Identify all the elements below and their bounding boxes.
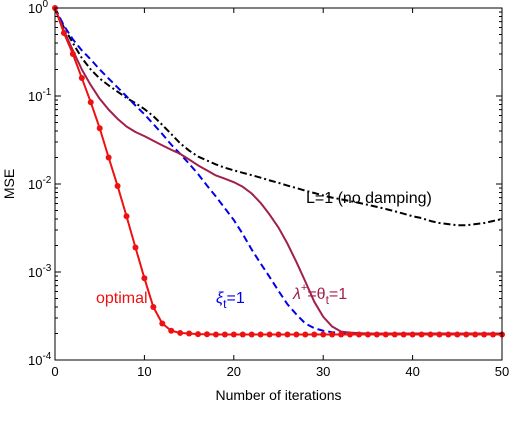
annotation-xi-sub: t — [223, 297, 227, 311]
optimal-point — [177, 329, 184, 336]
optimal-point — [69, 51, 76, 58]
x-tick-label: 40 — [405, 364, 419, 379]
annotation-lambda-rest: =1 — [329, 286, 347, 303]
optimal-point — [105, 154, 112, 161]
y-axis-ticks: 100 10-1 10-2 10-3 10-4 — [28, 0, 502, 368]
x-tick-label: 30 — [316, 364, 330, 379]
optimal-point — [96, 125, 103, 132]
optimal-point — [275, 331, 282, 338]
y-tick-label: 100 — [28, 0, 48, 16]
optimal-point — [463, 331, 470, 338]
optimal-point — [248, 331, 255, 338]
optimal-point — [159, 320, 166, 327]
optimal-point — [123, 213, 130, 220]
annotation-lambda-main: λ — [292, 286, 301, 303]
y-axis-label: MSE — [1, 169, 17, 199]
optimal-point — [320, 331, 327, 338]
optimal-point — [239, 331, 246, 338]
optimal-point — [338, 331, 345, 338]
plot-frame — [54, 7, 503, 361]
optimal-point — [266, 331, 273, 338]
optimal-point — [230, 331, 237, 338]
optimal-point — [257, 331, 264, 338]
optimal-point — [203, 331, 210, 338]
annotation-no-damping-text: L=1 (no damping) — [306, 190, 432, 207]
optimal-point — [409, 331, 416, 338]
annotation-lambda-sup: + — [301, 282, 307, 294]
optimal-point — [382, 331, 389, 338]
optimal-point — [114, 182, 121, 189]
optimal-point — [427, 331, 434, 338]
optimal-point — [212, 331, 219, 338]
optimal-point — [445, 331, 452, 338]
y-tick-label: 10-3 — [28, 263, 52, 280]
optimal-point — [141, 275, 148, 282]
annotation-xi: ξt=1 — [216, 290, 245, 311]
x-tick-label: 0 — [51, 364, 58, 379]
y-tick-label: 10-4 — [28, 351, 52, 368]
optimal-point — [436, 331, 443, 338]
optimal-point — [373, 331, 380, 338]
optimal-point — [186, 330, 193, 337]
annotation-xi-rest: =1 — [227, 290, 245, 307]
annotation-lambda-sub: t — [326, 293, 330, 307]
series-3-line — [54, 7, 502, 336]
optimal-point — [391, 331, 398, 338]
optimal-point — [311, 331, 318, 338]
optimal-point — [60, 29, 67, 36]
optimal-point — [150, 304, 157, 311]
y-tick-label: 10-1 — [28, 87, 52, 104]
annotation-lambda: λ+=θt=1 — [292, 282, 347, 307]
optimal-point — [347, 331, 354, 338]
series-0-line — [54, 7, 503, 227]
optimal-point — [355, 331, 362, 338]
x-axis-label: Number of iterations — [215, 387, 341, 403]
optimal-point — [293, 331, 300, 338]
x-tick-label: 20 — [227, 364, 241, 379]
series-2-line — [54, 7, 502, 335]
optimal-point — [490, 331, 497, 338]
annotation-xi-main: ξ — [216, 290, 224, 307]
annotation-no-damping: L=1 (no damping) — [306, 190, 432, 207]
optimal-point — [481, 331, 488, 338]
optimal-point — [454, 331, 461, 338]
annotation-optimal-text: optimal — [96, 290, 148, 307]
annotation-optimal: optimal — [96, 290, 148, 307]
optimal-point — [78, 75, 85, 82]
optimal-point — [221, 331, 228, 338]
optimal-point — [284, 331, 291, 338]
y-tick-label: 10-2 — [28, 175, 52, 192]
optimal-point — [400, 331, 407, 338]
optimal-point — [168, 327, 175, 334]
optimal-point — [364, 331, 371, 338]
optimal-point — [329, 331, 336, 338]
optimal-point — [418, 331, 425, 338]
x-tick-label: 50 — [495, 364, 509, 379]
annotation-lambda-eq: =θ — [307, 286, 325, 303]
curves — [54, 7, 503, 336]
optimal-point — [87, 99, 94, 106]
optimal-point — [302, 331, 309, 338]
optimal-markers — [52, 5, 505, 338]
optimal-point — [132, 244, 139, 251]
x-axis-ticks: 0 10 20 30 40 50 — [51, 8, 509, 379]
x-tick-label: 10 — [137, 364, 151, 379]
series-1-line — [54, 7, 502, 335]
optimal-point — [472, 331, 479, 338]
optimal-point — [195, 331, 202, 338]
